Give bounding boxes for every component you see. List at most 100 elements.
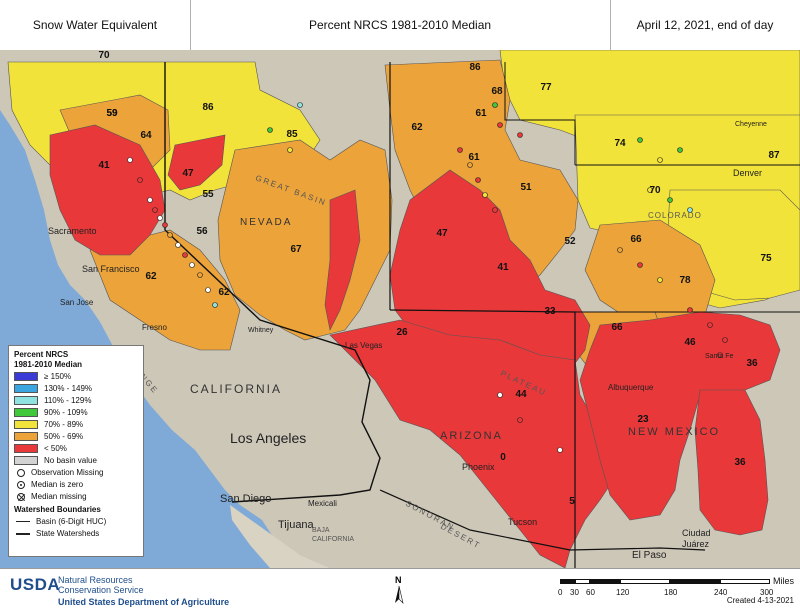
legend-class-label: No basin value xyxy=(44,456,97,465)
legend-class-label: 130% - 149% xyxy=(44,384,93,393)
legend-swatch xyxy=(14,372,38,381)
basin-value-label: 41 xyxy=(98,160,110,171)
usda-logo: USDA xyxy=(10,575,61,594)
scale-segment xyxy=(575,579,590,584)
header-title: Percent NRCS 1981-2010 Median xyxy=(190,0,611,50)
region-baja-2: CALIFORNIA xyxy=(312,536,354,543)
basin-value-label: 47 xyxy=(182,168,194,179)
legend-class-label: 110% - 129% xyxy=(44,396,92,405)
agency-line-1: Natural Resources xyxy=(58,575,133,585)
created-date: Created 4-13-2021 xyxy=(726,596,794,605)
legend-class-row: 110% - 129% xyxy=(14,395,138,406)
region-new-mexico: NEW MEXICO xyxy=(628,426,720,438)
place-mexicali: Mexicali xyxy=(308,499,337,508)
basin-value-label: 61 xyxy=(475,108,487,119)
basin-value-label: 62 xyxy=(411,122,423,133)
legend-class-row: 50% - 69% xyxy=(14,431,138,442)
legend-swatch xyxy=(14,408,38,417)
legend-class-row: ≥ 150% xyxy=(14,371,138,382)
legend-class-label: 50% - 69% xyxy=(44,432,84,441)
place-albuquerque: Albuquerque xyxy=(608,383,654,392)
scale-label: 0 xyxy=(558,588,563,597)
legend-class-label: ≥ 150% xyxy=(44,372,72,381)
header-date: April 12, 2021, end of day xyxy=(636,18,774,32)
basin-value-label: 44 xyxy=(515,389,527,400)
place-santa-fe: Santa Fe xyxy=(705,353,734,360)
legend-class-row: No basin value xyxy=(14,455,138,466)
basin-value-label: 61 xyxy=(468,152,480,163)
basin-value-label: 26 xyxy=(396,327,408,338)
place-fresno: Fresno xyxy=(142,323,167,332)
north-arrow-shape xyxy=(395,585,404,604)
scale-bar: 0 30 60 120 180 240 300 xyxy=(558,577,773,601)
basin-value-label: 85 xyxy=(286,129,298,140)
legend-class-label: < 50% xyxy=(44,444,67,453)
legend-class-row: 90% - 109% xyxy=(14,407,138,418)
scale-label: 240 xyxy=(714,588,728,597)
basin-value-label: 56 xyxy=(196,226,208,237)
legend-swatch xyxy=(14,432,38,441)
place-las-vegas: Las Vegas xyxy=(345,341,382,350)
basin-47-truckee xyxy=(167,134,226,191)
place-cheyenne: Cheyenne xyxy=(735,121,767,128)
place-phoenix: Phoenix xyxy=(462,462,495,472)
agency-line-2: Conservation Service xyxy=(58,585,144,595)
north-label: N xyxy=(395,575,402,585)
basin-value-label: 36 xyxy=(734,457,746,468)
circle-dot-icon xyxy=(17,480,25,489)
scale-segment xyxy=(670,579,720,584)
basin-nevada-red xyxy=(324,189,361,331)
basin-value-label: 51 xyxy=(520,182,532,193)
header-product: Snow Water Equivalent xyxy=(0,0,191,50)
place-san-diego: San Diego xyxy=(220,493,271,505)
basin-rio-grande-red xyxy=(579,311,781,521)
baja-land xyxy=(230,505,330,568)
legend-swatch xyxy=(14,444,38,453)
scale-unit: Miles xyxy=(773,576,795,586)
legend-symbol-label: Median is zero xyxy=(31,480,84,489)
place-whitney: Whitney xyxy=(248,327,274,334)
place-tucson: Tucson xyxy=(508,517,537,527)
basin-value-label: 70 xyxy=(98,50,110,61)
place-denver: Denver xyxy=(733,168,762,178)
scale-label: 120 xyxy=(616,588,630,597)
place-sacramento: Sacramento xyxy=(48,226,97,236)
circle-x-icon xyxy=(17,492,25,501)
basin-value-label: 77 xyxy=(540,82,552,93)
basin-value-label: 41 xyxy=(497,262,509,273)
basin-value-label: 74 xyxy=(614,138,626,149)
basin-pecos-red xyxy=(694,389,769,536)
basin-value-label: 68 xyxy=(491,86,503,97)
basin-value-label: 86 xyxy=(202,102,214,113)
station-markers xyxy=(127,102,728,453)
basin-value-label: 46 xyxy=(684,337,696,348)
international-boundary xyxy=(379,489,706,551)
legend-class-row: < 50% xyxy=(14,443,138,454)
basin-sierra-orange xyxy=(89,229,241,351)
map-legend: Percent NRCS 1981-2010 Median ≥ 150% 130%… xyxy=(8,345,144,557)
agency-name: Natural Resources Conservation Service xyxy=(58,575,144,595)
scale-segment xyxy=(560,579,575,584)
basin-value-label: 75 xyxy=(760,253,772,264)
basin-nevada-orange xyxy=(217,139,393,341)
basin-value-label: 55 xyxy=(202,189,214,200)
map-footer: USDA Natural Resources Conservation Serv… xyxy=(0,568,800,610)
legend-symbol-label: Median missing xyxy=(31,492,87,501)
legend-class-row: 70% - 89% xyxy=(14,419,138,430)
region-nevada: NEVADA xyxy=(240,217,292,228)
legend-class-label: 70% - 89% xyxy=(44,420,84,429)
legend-swatch xyxy=(14,420,38,429)
place-san-jose: San Jose xyxy=(60,298,94,307)
place-san-francisco: San Francisco xyxy=(82,264,140,274)
basin-value-label: 5 xyxy=(569,496,575,507)
scale-label: 180 xyxy=(664,588,678,597)
basin-value-label: 52 xyxy=(564,236,576,247)
legend-line-row: State Watersheds xyxy=(14,528,138,539)
place-ciudad: Ciudad xyxy=(682,528,711,538)
region-colorado: COLORADO xyxy=(648,211,702,220)
legend-swatch xyxy=(14,456,38,465)
map-header: Snow Water Equivalent Percent NRCS 1981-… xyxy=(0,0,800,51)
thin-line-icon xyxy=(16,521,30,522)
state-boundary-ut-wy xyxy=(504,62,576,165)
